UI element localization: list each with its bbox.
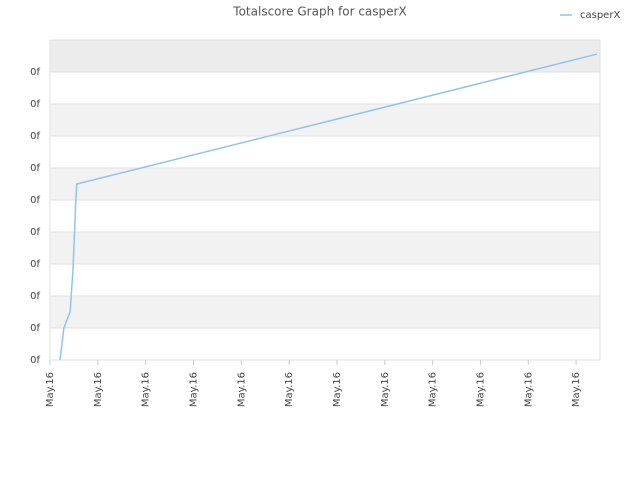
x-tick-label: May.16 xyxy=(523,372,534,407)
x-tick-label: May.16 xyxy=(380,372,391,407)
y-tick-label: 0f xyxy=(30,195,40,206)
y-tick-label: 0f xyxy=(30,99,40,110)
legend-label: casperX xyxy=(580,10,620,21)
x-tick-label: May.16 xyxy=(332,372,343,407)
series-line xyxy=(59,53,598,361)
y-tick-label: 0f xyxy=(30,323,40,334)
y-tick-label: 0f xyxy=(30,227,40,238)
y-tick-label: 0f xyxy=(30,67,40,78)
y-tick-label: 0f xyxy=(30,131,40,142)
x-tick-label: May.16 xyxy=(428,372,439,407)
grid-band xyxy=(50,40,600,72)
x-tick-label: May.16 xyxy=(236,372,247,407)
plot-border xyxy=(49,39,601,361)
y-tick-label: 0f xyxy=(30,291,40,302)
x-tick-label: May.16 xyxy=(284,372,295,407)
x-tick-label: May.16 xyxy=(571,372,582,407)
chart-title: Totalscore Graph for casperX xyxy=(232,5,406,19)
grid-band xyxy=(50,168,600,200)
grid-band xyxy=(50,104,600,136)
y-tick-label: 0f xyxy=(30,355,40,366)
x-tick-label: May.16 xyxy=(93,372,104,407)
x-tick-label: May.16 xyxy=(188,372,199,407)
x-tick-label: May.16 xyxy=(475,372,486,407)
x-tick-label: May.16 xyxy=(45,372,56,407)
y-tick-label: 0f xyxy=(30,259,40,270)
x-tick-label: May.16 xyxy=(141,372,152,407)
grid-band xyxy=(50,296,600,328)
y-tick-label: 0f xyxy=(30,163,40,174)
grid-band xyxy=(50,232,600,264)
